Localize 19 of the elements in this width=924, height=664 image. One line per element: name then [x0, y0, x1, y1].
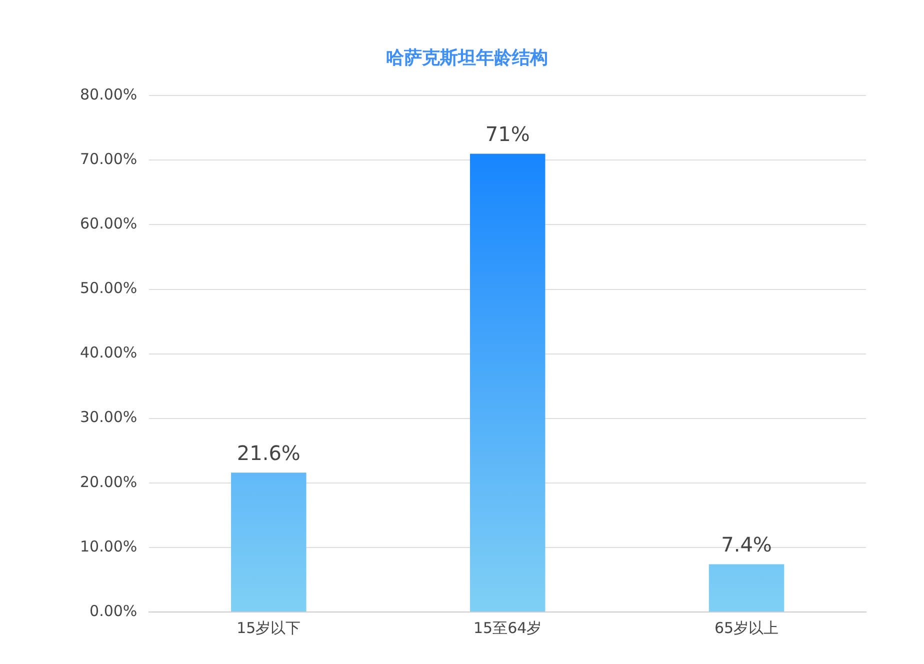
y-tick-label: 60.00% — [80, 214, 138, 233]
y-tick-label: 10.00% — [80, 537, 138, 556]
y-tick-label: 0.00% — [90, 602, 138, 620]
data-label: 71% — [485, 122, 530, 146]
bar — [231, 472, 306, 612]
y-tick-label: 40.00% — [80, 344, 138, 362]
x-tick-label: 15至64岁 — [474, 618, 542, 637]
x-tick-label: 15岁以下 — [236, 618, 301, 637]
bar — [708, 564, 784, 612]
y-tick-label: 20.00% — [80, 472, 138, 491]
chart-title: 哈萨克斯坦年龄结构 — [386, 47, 548, 68]
y-tick-label: 80.00% — [80, 85, 138, 104]
y-tick-label: 50.00% — [80, 279, 138, 298]
data-label: 21.6% — [236, 440, 300, 465]
data-label: 7.4% — [721, 532, 772, 556]
y-tick-label: 70.00% — [80, 150, 138, 168]
y-tick-label: 30.00% — [80, 408, 138, 426]
x-tick-label: 65岁以上 — [714, 618, 779, 637]
bar — [470, 154, 546, 612]
